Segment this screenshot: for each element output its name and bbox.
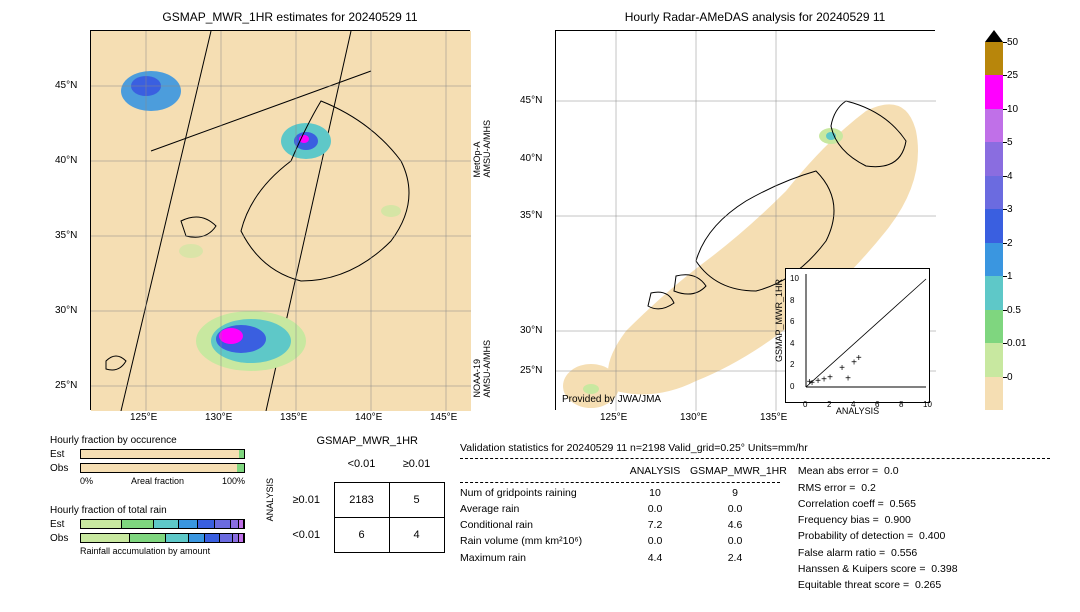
validation-row: Maximum rain4.42.4 <box>460 550 780 566</box>
colorbar-tick: 25 <box>1007 70 1018 81</box>
right-map-title: Hourly Radar-AMeDAS analysis for 2024052… <box>555 10 955 24</box>
lon-tick: 135°E <box>760 412 787 423</box>
ct-ylabel: ANALYSIS <box>265 478 275 521</box>
colorbar-tick: 3 <box>1007 204 1013 215</box>
lon-tick: 130°E <box>205 412 232 423</box>
lon-tick: 145°E <box>430 412 457 423</box>
metric-row: Correlation coeff = 0.565 <box>798 496 1048 512</box>
tr-obs-row: Obs <box>50 532 245 544</box>
lon-tick: 140°E <box>355 412 382 423</box>
lat-tick: 30°N <box>55 305 77 316</box>
ct-title: GSMAP_MWR_1HR <box>290 435 445 447</box>
svg-text:+: + <box>845 374 851 385</box>
scatter-ylabel: GSMAP_MWR_1HR <box>774 279 784 362</box>
validation-block: Validation statistics for 20240529 11 n=… <box>460 440 1050 593</box>
lon-tick: 125°E <box>600 412 627 423</box>
ct-cell: 4 <box>389 517 444 552</box>
colorbar-segment <box>985 209 1003 242</box>
colorbar-tick: 5 <box>1007 137 1013 148</box>
lat-tick: 40°N <box>520 153 542 164</box>
scatter-svg: +++++++++ <box>786 269 931 404</box>
lat-tick: 45°N <box>520 95 542 106</box>
occ-obs-row: Obs <box>50 462 245 474</box>
validation-title: Validation statistics for 20240529 11 n=… <box>460 440 1050 459</box>
validation-row: Num of gridpoints raining109 <box>460 485 780 501</box>
totalrain-block: Hourly fraction of total rain Est Obs Ra… <box>50 505 245 556</box>
colorbar-arrow-icon <box>985 30 1003 42</box>
contingency-block: GSMAP_MWR_1HR ANALYSIS <0.01≥0.01 ≥0.01 … <box>265 435 445 553</box>
colorbar-tick: 1 <box>1007 271 1013 282</box>
left-map-panel <box>90 30 470 410</box>
occurrence-title: Hourly fraction by occurence <box>50 435 245 446</box>
lat-tick: 25°N <box>55 380 77 391</box>
ct-cell: 6 <box>334 517 389 552</box>
colorbar-segment <box>985 243 1003 276</box>
sat-label-top: MetOp-AAMSU-A/MHS <box>472 120 492 178</box>
colorbar-segment <box>985 176 1003 209</box>
ct-cell: 5 <box>389 482 444 517</box>
provider-label: Provided by JWA/JMA <box>562 394 661 405</box>
sat-label-bottom: NOAA-19AMSU-A/MHS <box>472 340 492 398</box>
colorbar-segment <box>985 310 1003 343</box>
occurrence-block: Hourly fraction by occurence Est Obs 0% … <box>50 435 245 486</box>
figure-root: GSMAP_MWR_1HR estimates for 20240529 11 … <box>10 10 1070 602</box>
lat-tick: 30°N <box>520 325 542 336</box>
validation-row: Rain volume (mm km²10⁶)0.00.0 <box>460 533 780 549</box>
occ-est-row: Est <box>50 448 245 460</box>
validation-row: Conditional rain7.24.6 <box>460 517 780 533</box>
metric-row: Hanssen & Kuipers score = 0.398 <box>798 561 1048 577</box>
colorbar-segment <box>985 75 1003 108</box>
totalrain-title: Hourly fraction of total rain <box>50 505 245 516</box>
left-map-title: GSMAP_MWR_1HR estimates for 20240529 11 <box>90 10 490 24</box>
ct-cell: 2183 <box>334 482 389 517</box>
lon-tick: 125°E <box>130 412 157 423</box>
lat-tick: 45°N <box>55 80 77 91</box>
lat-tick: 35°N <box>55 230 77 241</box>
lat-tick: 35°N <box>520 210 542 221</box>
lat-tick: 40°N <box>55 155 77 166</box>
colorbar-segment <box>985 377 1003 410</box>
colorbar-tick: 10 <box>1007 104 1018 115</box>
colorbar-tick: 2 <box>1007 238 1013 249</box>
lat-tick: 25°N <box>520 365 542 376</box>
colorbar: 502510543210.50.010 <box>985 30 1003 410</box>
totalrain-caption: Rainfall accumulation by amount <box>80 546 245 556</box>
colorbar-segment <box>985 142 1003 175</box>
metric-row: Probability of detection = 0.400 <box>798 528 1048 544</box>
lon-tick: 135°E <box>280 412 307 423</box>
contingency-table: <0.01≥0.01 ≥0.01 2183 5 <0.01 6 4 <box>279 447 445 553</box>
metric-row: Mean abs error = 0.0 <box>798 463 1048 479</box>
colorbar-tick: 50 <box>1007 37 1018 48</box>
metric-row: False alarm ratio = 0.556 <box>798 545 1048 561</box>
scatter-inset: +++++++++ ANALYSIS GSMAP_MWR_1HR 0246810… <box>785 268 930 403</box>
lon-tick: 130°E <box>680 412 707 423</box>
metric-row: RMS error = 0.2 <box>798 480 1048 496</box>
colorbar-tick: 4 <box>1007 171 1013 182</box>
colorbar-segment <box>985 109 1003 142</box>
colorbar-tick: 0 <box>1007 372 1013 383</box>
colorbar-segment <box>985 343 1003 376</box>
svg-text:+: + <box>856 353 862 364</box>
svg-text:+: + <box>827 373 833 384</box>
colorbar-tick: 0.01 <box>1007 338 1026 349</box>
metric-row: Equitable threat score = 0.265 <box>798 577 1048 593</box>
left-map-svg <box>91 31 471 411</box>
colorbar-tick: 0.5 <box>1007 305 1021 316</box>
validation-row: Average rain0.00.0 <box>460 501 780 517</box>
tr-est-row: Est <box>50 518 245 530</box>
colorbar-segment <box>985 276 1003 309</box>
colorbar-segment <box>985 42 1003 75</box>
metric-row: Frequency bias = 0.900 <box>798 512 1048 528</box>
svg-text:+: + <box>839 363 845 374</box>
